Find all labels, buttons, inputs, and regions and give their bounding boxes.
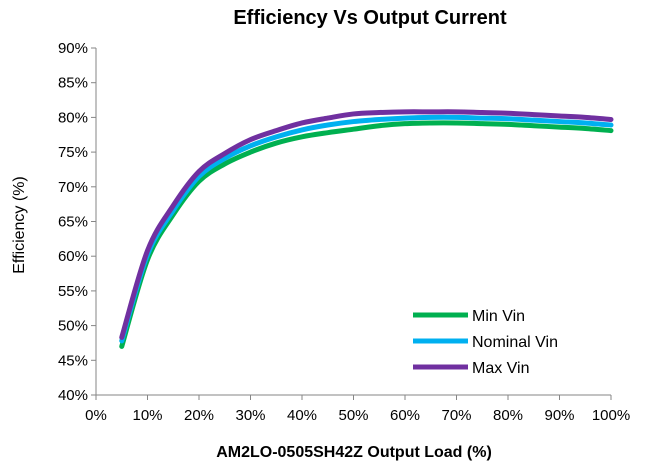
series-layer: [119, 109, 614, 349]
legend: Min Vin Nominal Vin Max Vin: [413, 308, 558, 377]
y-axis-label: Efficiency (%): [11, 176, 28, 274]
axes: 40% 45% 50% 55% 60% 65% 70% 75% 80% 85% 90% 0% 10% 20…: [58, 40, 630, 424]
x-tick-label: 70%: [441, 407, 471, 424]
y-tick-label: 55%: [58, 283, 88, 300]
x-axis-label: AM2LO-0505SH42Z Output Load (%): [216, 444, 492, 461]
y-tick-label: 40%: [58, 387, 88, 404]
y-tick-label: 90%: [58, 40, 88, 57]
series-line-min-vin: [119, 120, 614, 349]
y-tick-label: 70%: [58, 179, 88, 196]
x-tick-label: 0%: [85, 407, 107, 424]
x-tick-label: 100%: [592, 407, 630, 424]
y-tick-label: 85%: [58, 75, 88, 92]
x-tick-label: 20%: [184, 407, 214, 424]
y-tick-label: 75%: [58, 144, 88, 161]
y-tick-label: 45%: [58, 352, 88, 369]
y-tick-label: 50%: [58, 318, 88, 335]
y-tick-label: 65%: [58, 214, 88, 231]
x-tick-label: 10%: [132, 407, 162, 424]
x-tick-label: 60%: [390, 407, 420, 424]
legend-label-min-vin: Min Vin: [472, 308, 525, 325]
chart-title: Efficiency Vs Output Current: [233, 7, 507, 29]
series-line-max-vin: [119, 109, 614, 340]
legend-label-nominal-vin: Nominal Vin: [472, 334, 558, 351]
x-tick-label: 40%: [287, 407, 317, 424]
y-tick-label: 80%: [58, 109, 88, 126]
series-line-nominal-vin: [119, 114, 614, 344]
y-tick-label: 60%: [58, 248, 88, 265]
legend-label-max-vin: Max Vin: [472, 360, 530, 377]
x-tick-label: 30%: [235, 407, 265, 424]
x-tick-label: 80%: [493, 407, 523, 424]
x-tick-label: 50%: [338, 407, 368, 424]
x-tick-label: 90%: [544, 407, 574, 424]
